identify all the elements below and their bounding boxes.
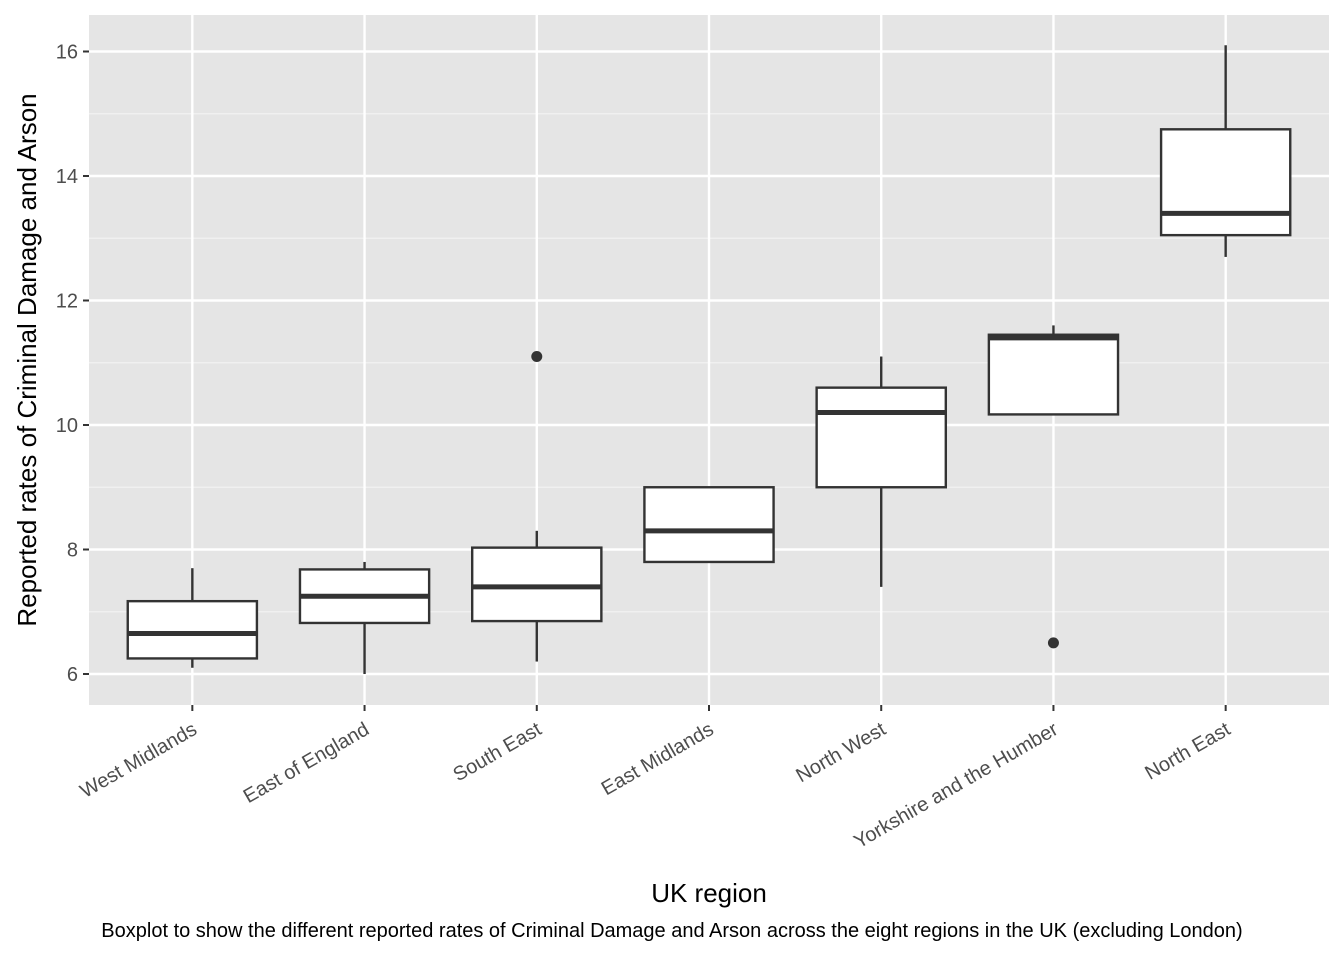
box-iqr bbox=[643, 486, 775, 564]
box-group bbox=[1159, 45, 1292, 257]
y-tick-label: 16 bbox=[56, 42, 78, 64]
box-group bbox=[126, 568, 259, 668]
x-tick-label: East of England bbox=[240, 718, 373, 808]
box-group bbox=[643, 486, 775, 564]
chart-caption: Boxplot to show the different reported r… bbox=[101, 920, 1243, 942]
outlier-point bbox=[1047, 637, 1059, 649]
y-tick-label: 14 bbox=[56, 166, 78, 188]
y-axis-title: Reported rates of Criminal Damage and Ar… bbox=[12, 93, 42, 626]
boxes bbox=[126, 45, 1292, 674]
box-group bbox=[815, 356, 948, 587]
x-axis-title: UK region bbox=[651, 878, 767, 908]
box-iqr bbox=[126, 599, 259, 660]
x-tick-label: South East bbox=[450, 718, 546, 786]
x-tick-label: West Midlands bbox=[77, 718, 201, 802]
box-iqr bbox=[987, 333, 1120, 416]
box-group bbox=[298, 561, 431, 674]
outlier-point bbox=[531, 351, 543, 363]
x-tick-label: North West bbox=[792, 718, 890, 787]
x-tick-label: North East bbox=[1141, 718, 1234, 785]
y-tick-label: 6 bbox=[67, 664, 78, 686]
y-tick-label: 12 bbox=[56, 291, 78, 313]
y-axis: 6 8 10 12 14 16 bbox=[56, 42, 89, 686]
box-group bbox=[470, 351, 603, 662]
y-tick-label: 8 bbox=[67, 540, 78, 562]
box-iqr bbox=[815, 386, 948, 489]
box-group bbox=[987, 325, 1120, 649]
y-tick-label: 10 bbox=[56, 415, 78, 437]
x-tick-label: East Midlands bbox=[598, 718, 718, 800]
box-iqr bbox=[1159, 128, 1292, 237]
x-axis: West Midlands East of England South East Ea… bbox=[77, 705, 1235, 853]
